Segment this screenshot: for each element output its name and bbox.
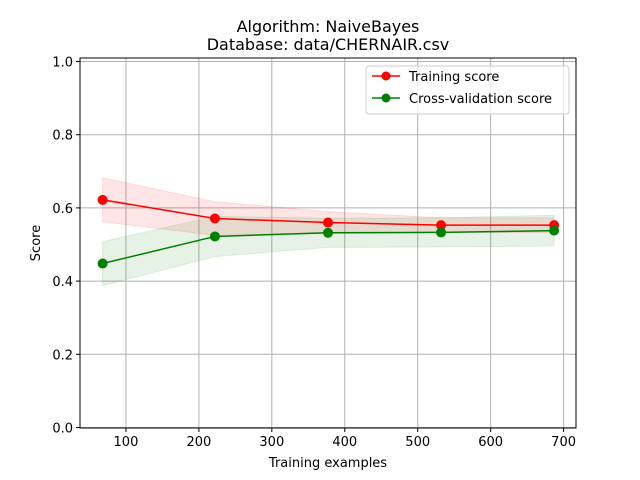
y-tick-label: 0.2 [52,348,73,363]
legend: Training score Cross-validation score [365,65,570,115]
data-points [97,194,560,269]
x-tick-label: 100 [114,435,139,450]
y-tick-label: 0.0 [52,422,73,437]
legend-marker-training [381,71,391,81]
x-tick-label: 400 [332,435,357,450]
data-point-cross-validation [323,227,333,238]
legend-box [365,65,570,115]
chart-subtitle: Database: data/CHERNAIR.csv [207,35,450,54]
data-point-cross-validation [436,227,447,238]
x-tick-label: 700 [551,435,576,450]
y-tick-label: 0.6 [52,202,73,217]
legend-marker-cross-validation [381,93,391,103]
legend-label-cross-validation: Cross-validation score [409,92,552,107]
x-axis-ticks: 100 200 300 400 500 600 700 [114,428,576,450]
data-point-cross-validation [209,231,220,242]
data-point-training [209,213,220,224]
data-point-training [323,217,333,228]
x-axis-label: Training examples [268,456,387,471]
x-tick-label: 600 [478,435,503,450]
plot-area-frame [79,57,577,429]
y-tick-label: 0.4 [52,275,73,290]
y-axis-ticks: 0.0 0.2 0.4 0.6 0.8 1.0 [52,56,80,437]
y-axis-label: Score [29,225,44,261]
data-point-cross-validation [97,258,108,269]
x-tick-label: 500 [405,435,430,450]
x-tick-label: 200 [186,435,211,450]
y-tick-label: 1.0 [52,56,73,71]
data-point-cross-validation [549,225,560,236]
y-tick-label: 0.8 [52,129,73,144]
data-point-training [97,194,108,205]
legend-label-training: Training score [408,70,499,85]
x-tick-label: 300 [259,435,284,450]
chart-title: Algorithm: NaiveBayes [237,17,420,36]
